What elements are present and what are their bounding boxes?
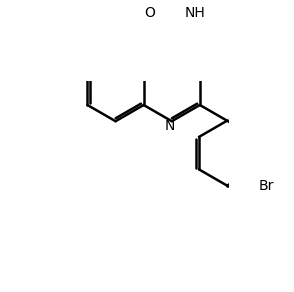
Text: N: N: [165, 119, 175, 133]
Text: Br: Br: [258, 179, 274, 193]
Text: O: O: [144, 6, 155, 20]
Text: NH: NH: [184, 6, 205, 20]
